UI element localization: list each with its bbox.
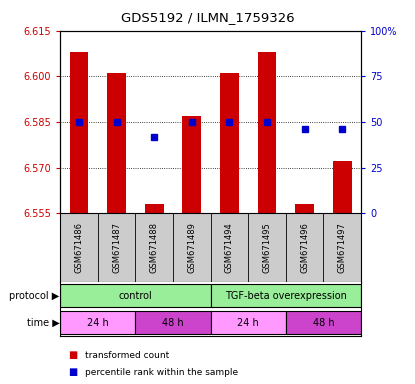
Text: percentile rank within the sample: percentile rank within the sample (85, 368, 238, 377)
Text: GSM671488: GSM671488 (150, 222, 159, 273)
Text: GSM671496: GSM671496 (300, 222, 309, 273)
Bar (333, 161, 352, 213)
Text: 48 h: 48 h (162, 318, 184, 328)
Text: GSM671486: GSM671486 (74, 222, 83, 273)
Bar (60, 285, 211, 307)
Text: control: control (119, 291, 152, 301)
Bar (286, 311, 361, 334)
Text: GSM671495: GSM671495 (263, 222, 271, 273)
Text: time ▶: time ▶ (27, 318, 59, 328)
Text: GSM671494: GSM671494 (225, 222, 234, 273)
Bar (135, 311, 210, 334)
Text: ■: ■ (68, 367, 78, 377)
Text: ■: ■ (68, 350, 78, 360)
Bar (220, 73, 239, 213)
Text: GSM671489: GSM671489 (187, 222, 196, 273)
Bar (145, 204, 164, 213)
Text: TGF-beta overexpression: TGF-beta overexpression (225, 291, 347, 301)
Text: transformed count: transformed count (85, 351, 169, 360)
Text: 48 h: 48 h (312, 318, 334, 328)
Bar (211, 311, 286, 334)
Bar (258, 52, 276, 213)
Bar (295, 204, 314, 213)
Bar (70, 52, 88, 213)
Bar (211, 285, 361, 307)
Text: 24 h: 24 h (237, 318, 259, 328)
Text: protocol ▶: protocol ▶ (9, 291, 59, 301)
Bar (60, 311, 135, 334)
Text: 24 h: 24 h (87, 318, 109, 328)
Bar (107, 73, 126, 213)
Text: GDS5192 / ILMN_1759326: GDS5192 / ILMN_1759326 (121, 12, 294, 25)
Text: GSM671497: GSM671497 (338, 222, 347, 273)
Bar (183, 116, 201, 213)
Text: GSM671487: GSM671487 (112, 222, 121, 273)
